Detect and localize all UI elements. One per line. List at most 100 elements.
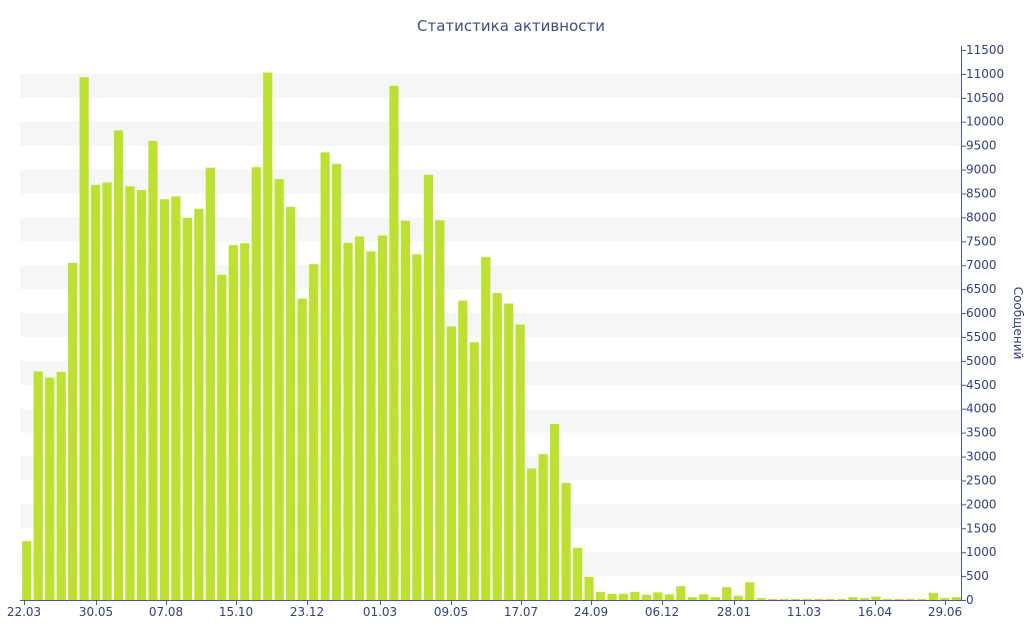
bar (779, 599, 789, 600)
bar (263, 72, 273, 601)
bar (446, 326, 456, 600)
bar (377, 235, 388, 600)
bar (710, 597, 720, 600)
y-tick-label: 4000 (966, 402, 997, 416)
y-tick-label: 2500 (966, 473, 997, 487)
x-tick-label: 15.10 (219, 605, 253, 619)
bar (354, 236, 365, 600)
bar (481, 257, 491, 600)
bar (791, 599, 801, 600)
x-tick-label: 29.06 (928, 605, 962, 619)
chart-title: Статистика активности (417, 17, 605, 35)
bar (745, 582, 755, 600)
y-tick-label: 2000 (966, 497, 997, 511)
bar (240, 243, 250, 600)
x-tick-label: 09.05 (434, 605, 468, 619)
x-tick-label: 24.09 (574, 605, 608, 619)
y-tick-label: 1000 (966, 545, 997, 559)
bar (102, 182, 112, 601)
bar (33, 371, 43, 600)
bar (882, 599, 892, 600)
y-tick-label: 0 (966, 593, 974, 607)
x-tick-label: 28.01 (717, 605, 751, 619)
y-tick-label: 5500 (966, 330, 997, 344)
bar (768, 599, 778, 600)
y-tick-label: 8500 (966, 186, 997, 200)
bar (572, 547, 583, 600)
bar (22, 541, 32, 600)
y-axis-ticks: 0 500 1000 1500 2000 2500 3000 3500 4000 4500 5000… (961, 43, 1004, 607)
bar (940, 598, 950, 600)
bar (159, 199, 170, 600)
y-tick-label: 6500 (966, 282, 997, 296)
bar (699, 594, 709, 600)
bar (928, 592, 938, 600)
bar (458, 300, 468, 600)
y-tick-label: 10000 (966, 115, 1004, 129)
bar (182, 217, 192, 600)
bar (56, 371, 66, 600)
bar (641, 594, 652, 600)
y-tick-label: 7500 (966, 234, 997, 248)
bar (527, 468, 537, 600)
bar (894, 599, 904, 600)
x-tick-label: 06.12 (645, 605, 679, 619)
y-tick-label: 5000 (966, 354, 997, 368)
bar (45, 377, 55, 600)
bar-series (22, 72, 961, 601)
y-tick-label: 3000 (966, 450, 997, 464)
y-tick-label: 3500 (966, 426, 997, 440)
bar (676, 586, 686, 600)
bar (825, 599, 835, 600)
bar (331, 163, 342, 600)
bar (435, 220, 445, 600)
bar (217, 274, 227, 600)
grid-band (20, 169, 961, 194)
bar (412, 254, 422, 600)
bar (733, 595, 743, 600)
bar (79, 77, 89, 600)
bar (205, 167, 215, 600)
y-tick-label: 7000 (966, 258, 997, 272)
bar (756, 598, 766, 600)
y-tick-label: 500 (966, 569, 989, 583)
bar (136, 190, 147, 600)
bar (320, 152, 330, 600)
bar (813, 599, 824, 600)
grid-band (20, 121, 961, 146)
y-tick-label: 6000 (966, 306, 997, 320)
bar (802, 599, 812, 600)
x-tick-label: 17.07 (504, 605, 538, 619)
x-tick-label: 16.04 (858, 605, 892, 619)
x-tick-label: 22.03 (7, 605, 41, 619)
bar (286, 206, 296, 600)
bar (722, 587, 732, 600)
y-tick-label: 9500 (966, 139, 997, 153)
y-axis-label: Сообщений (1011, 287, 1024, 360)
y-tick-label: 10500 (966, 91, 1004, 105)
x-axis-ticks: 22.03 30.05 07.08 15.10 23.12 01.03 09.05 17.07… (7, 600, 962, 619)
bar (91, 184, 101, 600)
bar (618, 593, 629, 600)
y-tick-label: 8000 (966, 210, 997, 224)
bar (664, 594, 674, 600)
bar (251, 167, 261, 601)
bar (125, 186, 135, 601)
y-tick-label: 11500 (966, 43, 1004, 57)
bar (492, 292, 502, 600)
bar (423, 174, 433, 600)
bar (297, 298, 307, 600)
bar (148, 140, 158, 600)
grid-band (20, 73, 961, 98)
y-tick-label: 9000 (966, 163, 997, 177)
bar (607, 593, 617, 600)
bar (538, 454, 548, 600)
bar (194, 208, 204, 600)
x-tick-label: 11.03 (787, 605, 821, 619)
bar (504, 303, 514, 600)
bar (515, 324, 525, 600)
y-tick-label: 1500 (966, 521, 997, 535)
bar (951, 597, 961, 600)
bar (848, 597, 858, 600)
